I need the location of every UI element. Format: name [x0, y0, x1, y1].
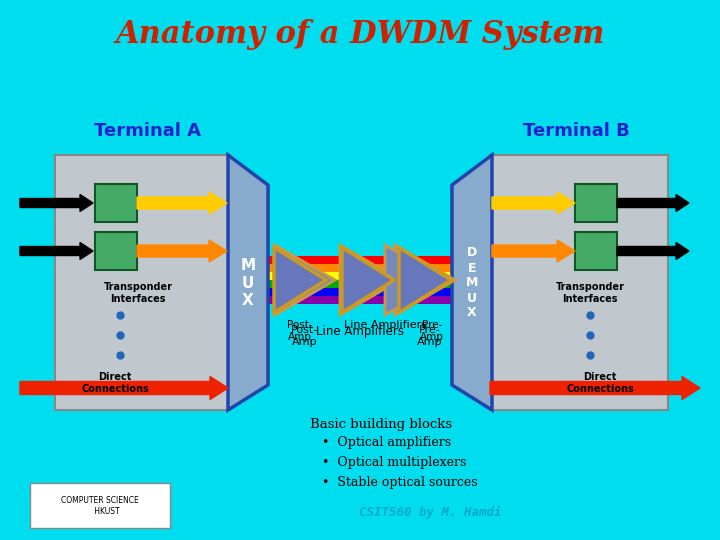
Text: •  Stable optical sources: • Stable optical sources	[322, 476, 477, 489]
Text: Direct
Connections: Direct Connections	[566, 372, 634, 394]
Bar	[30, 483, 170, 528]
FancyArrow shape	[137, 240, 227, 262]
Text: Pre-
Amp: Pre- Amp	[418, 325, 443, 347]
Text: Transponder
Interfaces: Transponder Interfaces	[104, 282, 173, 303]
Polygon shape	[274, 247, 326, 313]
Bar	[95, 232, 137, 270]
FancyArrow shape	[20, 194, 93, 212]
FancyArrow shape	[492, 240, 575, 262]
Text: Terminal A: Terminal A	[94, 122, 202, 140]
Text: Line Amplifiers: Line Amplifiers	[343, 320, 426, 330]
Polygon shape	[342, 247, 394, 313]
FancyArrow shape	[490, 376, 700, 400]
Text: CSIT560 by M. Hamdi: CSIT560 by M. Hamdi	[359, 505, 501, 518]
Polygon shape	[452, 155, 492, 410]
Text: Post-
Amp: Post- Amp	[292, 325, 319, 347]
Polygon shape	[228, 155, 268, 410]
Bar	[490, 155, 668, 410]
FancyArrow shape	[20, 376, 228, 400]
Bar	[260, 288, 452, 296]
FancyArrow shape	[617, 194, 689, 212]
Text: Terminal B: Terminal B	[523, 122, 629, 140]
FancyArrow shape	[137, 192, 227, 214]
Bar	[260, 264, 452, 272]
Text: M
U
X: M U X	[240, 258, 256, 308]
Text: •  Optical multiplexers: • Optical multiplexers	[322, 456, 467, 469]
Text: Transponder
Interfaces: Transponder Interfaces	[556, 282, 624, 303]
FancyArrow shape	[20, 242, 93, 260]
Bar	[95, 184, 137, 222]
Polygon shape	[340, 245, 400, 315]
Polygon shape	[275, 245, 335, 315]
Text: Line Amplifiers: Line Amplifiers	[316, 325, 404, 338]
Bar	[55, 155, 230, 410]
Text: •  Optical amplifiers: • Optical amplifiers	[322, 436, 451, 449]
Text: Pre-
Amp: Pre- Amp	[420, 320, 444, 342]
Polygon shape	[399, 247, 451, 313]
Bar	[260, 280, 452, 288]
Bar	[260, 296, 452, 304]
Text: Post-
Amp: Post- Amp	[287, 320, 312, 342]
Text: COMPUTER SCIENCE
      HKUST: COMPUTER SCIENCE HKUST	[61, 496, 139, 516]
Text: Basic building blocks: Basic building blocks	[310, 418, 452, 431]
Polygon shape	[395, 245, 455, 315]
FancyArrow shape	[492, 192, 575, 214]
Text: Direct
Connections: Direct Connections	[81, 372, 149, 394]
Text: D
E
M
U
X: D E M U X	[466, 246, 478, 320]
Bar	[575, 184, 617, 222]
Bar	[575, 232, 617, 270]
Polygon shape	[385, 245, 445, 315]
Bar	[260, 256, 452, 264]
FancyArrow shape	[617, 242, 689, 260]
Text: Anatomy of a DWDM System: Anatomy of a DWDM System	[115, 19, 605, 51]
Bar	[260, 272, 452, 280]
